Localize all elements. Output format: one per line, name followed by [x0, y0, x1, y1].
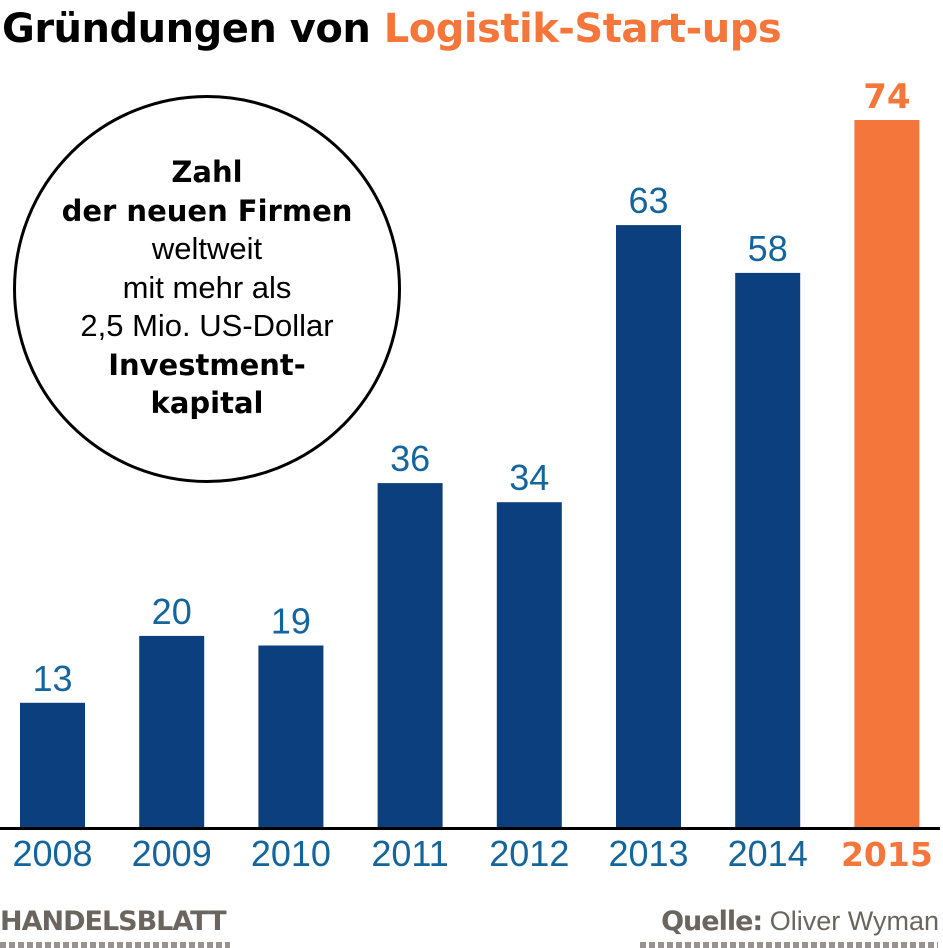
source-note: Quelle: Oliver Wyman — [661, 906, 939, 937]
source-value: Oliver Wyman — [769, 906, 939, 936]
callout-line: Investment- — [108, 347, 306, 382]
data-label-2012: 34 — [509, 457, 549, 498]
x-tick-label-2008: 2008 — [12, 833, 92, 874]
bar-2010 — [258, 645, 324, 827]
bar-2014 — [735, 272, 801, 827]
bar-chart: 13 2008 20 2009 19 2010 36 2011 34 2012 63 2013 58 20… — [0, 77, 940, 874]
publisher-logo: HANDELSBLATT — [0, 906, 227, 937]
x-tick-label-2009: 2009 — [132, 833, 212, 874]
callout-line: der neuen Firmen — [61, 193, 353, 228]
chart-title-part1: Gründungen von — [2, 6, 371, 52]
callout-line: Zahl — [171, 155, 243, 189]
data-label-2010: 19 — [271, 601, 311, 642]
bar-2013 — [616, 225, 681, 828]
callout-line: mit mehr als — [122, 269, 292, 305]
callout-text: Zahl der neuen Firmen weltweit mit mehr … — [13, 153, 401, 423]
data-label-2008: 13 — [32, 658, 72, 699]
callout-line: 2,5 Mio. US-Dollar — [80, 308, 334, 343]
callout-circle — [13, 95, 401, 483]
data-label-2013: 63 — [628, 180, 668, 221]
footer-rule-left — [0, 942, 230, 948]
x-tick-label-2010: 2010 — [251, 833, 331, 874]
x-tick-label-2011: 2011 — [371, 833, 448, 874]
callout-line: weltweit — [151, 231, 263, 266]
data-label-2011: 36 — [390, 438, 430, 479]
x-tick-label-2012: 2012 — [489, 833, 569, 874]
chart-title: Gründungen von Logistik-Start-ups — [2, 6, 782, 52]
bar-2009 — [139, 635, 205, 827]
x-tick-label-2015: 2015 — [841, 835, 933, 874]
callout-line: kapital — [150, 386, 264, 420]
footer-rule-right — [640, 942, 938, 948]
data-label-2015: 74 — [863, 77, 910, 117]
chart-title-part2: Logistik-Start-ups — [383, 6, 782, 52]
bar-2011 — [377, 483, 443, 827]
bar-2008 — [20, 702, 85, 827]
source-label: Quelle: — [661, 906, 763, 937]
x-tick-label-2013: 2013 — [608, 833, 688, 874]
data-label-2009: 20 — [152, 591, 192, 632]
x-tick-label-2014: 2014 — [728, 833, 808, 874]
data-label-2014: 58 — [748, 228, 788, 269]
bar-2015 — [854, 120, 920, 827]
bar-2012 — [496, 502, 562, 827]
